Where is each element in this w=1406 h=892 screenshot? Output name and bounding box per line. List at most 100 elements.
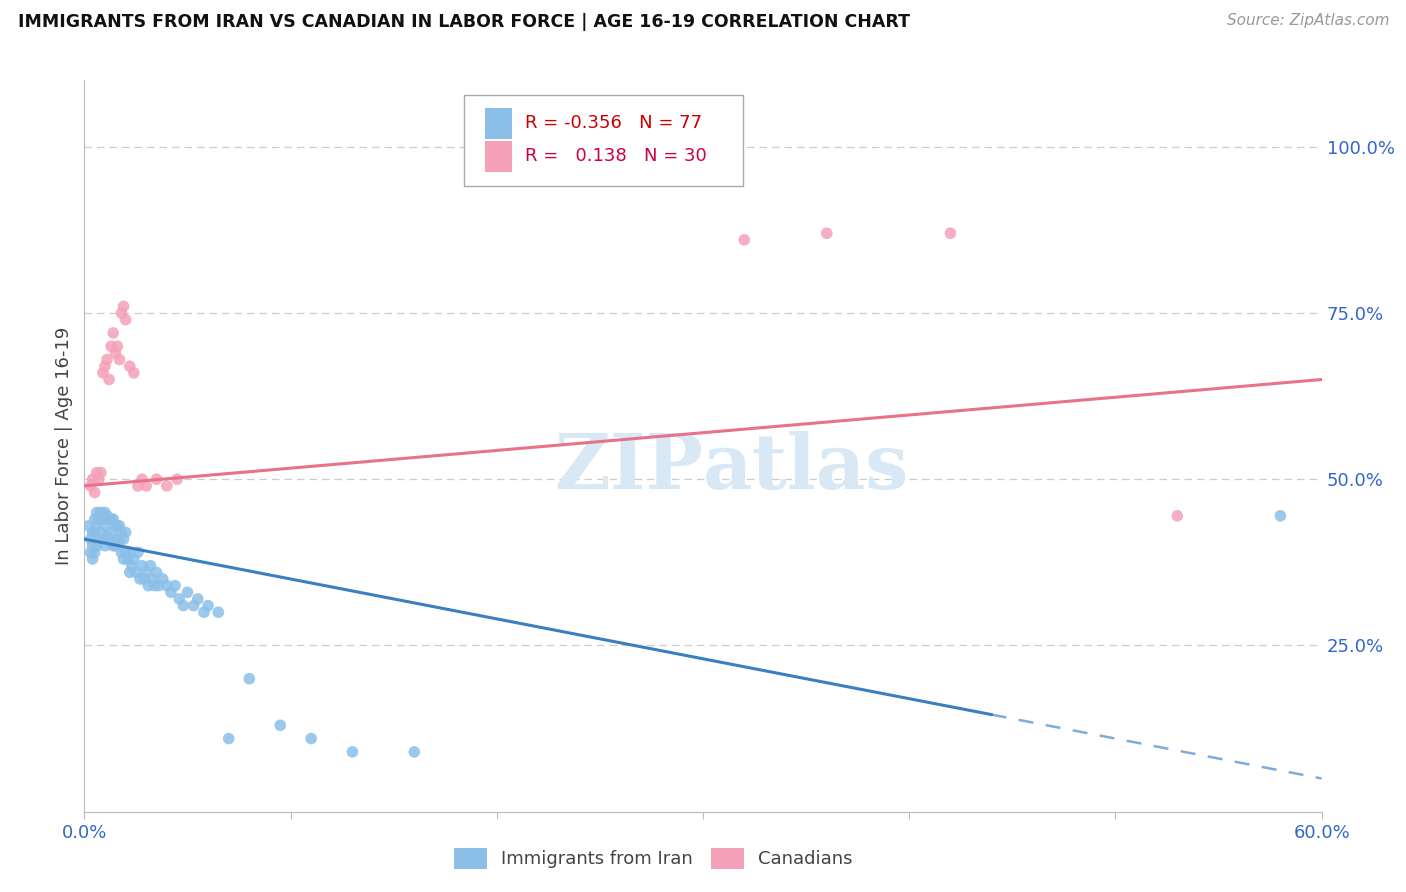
Y-axis label: In Labor Force | Age 16-19: In Labor Force | Age 16-19 <box>55 326 73 566</box>
Text: atlas: atlas <box>703 431 910 505</box>
Point <box>238 672 260 686</box>
Point <box>82 539 104 553</box>
Point <box>166 472 188 486</box>
Point <box>114 525 136 540</box>
Point <box>86 506 108 520</box>
Point <box>939 226 962 240</box>
Point <box>90 466 112 480</box>
Point <box>96 529 118 543</box>
Point <box>103 512 125 526</box>
Point <box>110 545 132 559</box>
FancyBboxPatch shape <box>485 141 512 171</box>
Point <box>112 532 135 546</box>
Text: R =   0.138   N = 30: R = 0.138 N = 30 <box>524 146 707 165</box>
Point <box>134 572 156 586</box>
Point <box>118 545 141 559</box>
Point <box>86 539 108 553</box>
Point <box>98 512 121 526</box>
Point <box>125 566 148 580</box>
Point <box>165 579 187 593</box>
Point <box>77 518 100 533</box>
FancyBboxPatch shape <box>464 95 742 186</box>
Point <box>118 359 141 374</box>
Point <box>269 718 291 732</box>
Point <box>118 566 141 580</box>
Point <box>122 552 145 566</box>
Point <box>82 552 104 566</box>
Point <box>83 525 105 540</box>
Point <box>87 512 110 526</box>
Point <box>82 525 104 540</box>
Point <box>127 479 149 493</box>
Text: ZIP: ZIP <box>554 431 703 505</box>
Point <box>100 512 122 526</box>
Point <box>108 518 131 533</box>
Point <box>342 745 364 759</box>
Point <box>112 299 135 313</box>
Point <box>91 512 114 526</box>
Point <box>135 566 157 580</box>
Point <box>98 532 121 546</box>
Point <box>114 312 136 326</box>
Point <box>105 532 128 546</box>
Point <box>91 532 114 546</box>
Point <box>94 359 117 374</box>
Point <box>79 532 101 546</box>
Point <box>87 532 110 546</box>
Point <box>1270 508 1292 523</box>
Point <box>183 599 205 613</box>
Point <box>145 566 167 580</box>
Point <box>103 539 125 553</box>
Point <box>141 572 163 586</box>
Point <box>143 579 166 593</box>
Point <box>94 518 117 533</box>
Point <box>299 731 322 746</box>
Point <box>218 731 240 746</box>
Point <box>160 585 183 599</box>
Point <box>145 472 167 486</box>
Point <box>105 339 128 353</box>
Point <box>94 539 117 553</box>
Point <box>103 326 125 340</box>
Point <box>207 605 229 619</box>
Point <box>172 599 194 613</box>
Point <box>90 525 112 540</box>
Text: R = -0.356   N = 77: R = -0.356 N = 77 <box>524 113 702 132</box>
Point <box>156 579 179 593</box>
Text: IMMIGRANTS FROM IRAN VS CANADIAN IN LABOR FORCE | AGE 16-19 CORRELATION CHART: IMMIGRANTS FROM IRAN VS CANADIAN IN LABO… <box>18 13 910 31</box>
Point <box>136 579 159 593</box>
Point <box>167 591 190 606</box>
Point <box>104 346 127 360</box>
Point <box>114 545 136 559</box>
Point <box>1166 508 1188 523</box>
Point <box>139 558 162 573</box>
Point <box>122 366 145 380</box>
FancyBboxPatch shape <box>485 108 512 139</box>
Point <box>815 226 838 240</box>
Point <box>82 472 104 486</box>
Point <box>121 558 143 573</box>
Point <box>86 518 108 533</box>
Point <box>87 472 110 486</box>
Point <box>108 532 131 546</box>
Point <box>193 605 215 619</box>
Point <box>110 525 132 540</box>
Point <box>135 479 157 493</box>
Point <box>96 352 118 367</box>
Point <box>112 552 135 566</box>
Point <box>94 506 117 520</box>
Point <box>90 506 112 520</box>
Point <box>148 579 170 593</box>
Point <box>176 585 198 599</box>
Point <box>152 572 174 586</box>
Point <box>83 512 105 526</box>
Point <box>100 339 122 353</box>
Point <box>404 745 426 759</box>
Point <box>156 479 179 493</box>
Point <box>91 366 114 380</box>
Text: Source: ZipAtlas.com: Source: ZipAtlas.com <box>1226 13 1389 29</box>
Point <box>110 306 132 320</box>
Point <box>104 539 127 553</box>
Legend: Immigrants from Iran, Canadians: Immigrants from Iran, Canadians <box>447 840 860 876</box>
Point <box>79 545 101 559</box>
